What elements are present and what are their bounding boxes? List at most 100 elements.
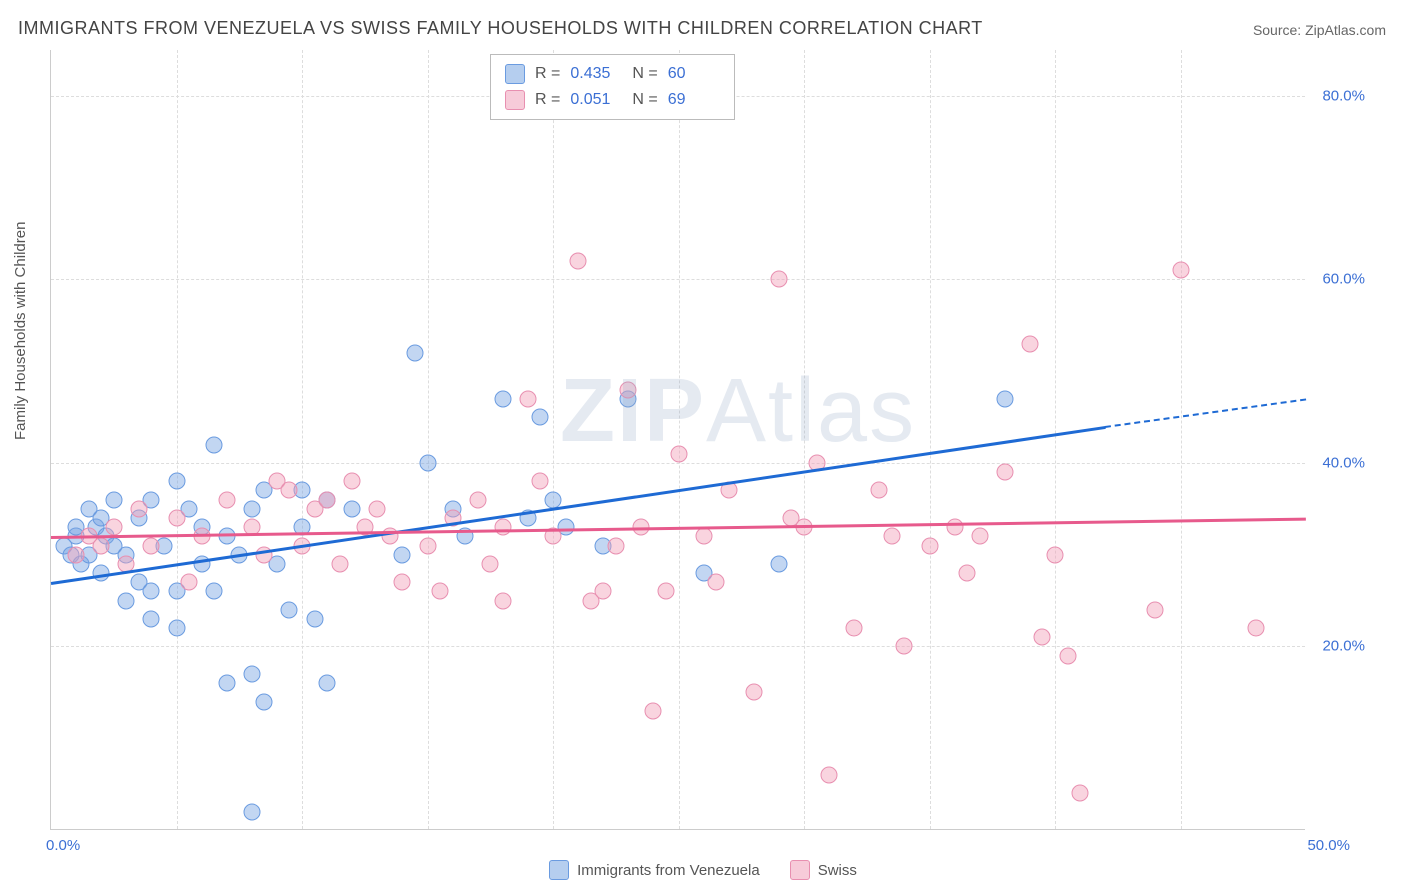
data-point: [770, 271, 787, 288]
stat-n-value: 69: [668, 91, 720, 109]
data-point: [130, 500, 147, 517]
gridline-v: [1055, 50, 1056, 829]
data-point: [105, 519, 122, 536]
data-point: [369, 500, 386, 517]
data-point: [319, 675, 336, 692]
data-point: [532, 473, 549, 490]
data-point: [281, 601, 298, 618]
plot-area: 20.0%40.0%60.0%80.0%0.0%50.0%: [50, 50, 1305, 830]
data-point: [620, 381, 637, 398]
data-point: [821, 766, 838, 783]
data-point: [168, 473, 185, 490]
data-point: [1072, 785, 1089, 802]
data-point: [331, 555, 348, 572]
legend-swatch: [790, 860, 810, 880]
stat-r-value: 0.051: [570, 91, 622, 109]
data-point: [432, 583, 449, 600]
data-point: [243, 500, 260, 517]
data-point: [105, 491, 122, 508]
data-point: [1047, 546, 1064, 563]
stats-row: R =0.435N =60: [505, 61, 720, 87]
data-point: [206, 436, 223, 453]
data-point: [1021, 335, 1038, 352]
stats-row: R =0.051N =69: [505, 87, 720, 113]
data-point: [570, 253, 587, 270]
legend-swatch: [505, 64, 525, 84]
data-point: [519, 390, 536, 407]
data-point: [996, 390, 1013, 407]
y-tick-label: 80.0%: [1322, 87, 1365, 104]
data-point: [695, 528, 712, 545]
legend-swatch: [549, 860, 569, 880]
data-point: [344, 473, 361, 490]
x-tick-label: 50.0%: [1307, 837, 1350, 854]
legend-label: Swiss: [818, 862, 857, 879]
data-point: [344, 500, 361, 517]
trend-line: [1105, 399, 1306, 429]
legend-swatch: [505, 90, 525, 110]
data-point: [118, 592, 135, 609]
data-point: [406, 344, 423, 361]
y-axis-label: Family Households with Children: [12, 222, 29, 440]
data-point: [469, 491, 486, 508]
data-point: [494, 519, 511, 536]
data-point: [645, 702, 662, 719]
data-point: [971, 528, 988, 545]
data-point: [206, 583, 223, 600]
gridline-v: [804, 50, 805, 829]
data-point: [243, 803, 260, 820]
legend-item: Swiss: [790, 860, 857, 880]
data-point: [419, 537, 436, 554]
data-point: [921, 537, 938, 554]
data-point: [770, 555, 787, 572]
data-point: [256, 693, 273, 710]
x-tick-label: 0.0%: [46, 837, 80, 854]
y-tick-label: 60.0%: [1322, 271, 1365, 288]
data-point: [394, 574, 411, 591]
data-point: [595, 583, 612, 600]
data-point: [657, 583, 674, 600]
data-point: [181, 574, 198, 591]
data-point: [745, 684, 762, 701]
stat-n-label: N =: [632, 91, 657, 109]
data-point: [545, 491, 562, 508]
legend-item: Immigrants from Venezuela: [549, 860, 760, 880]
data-point: [394, 546, 411, 563]
data-point: [670, 445, 687, 462]
data-point: [243, 666, 260, 683]
gridline-v: [302, 50, 303, 829]
bottom-legend: Immigrants from Venezuela Swiss: [0, 860, 1406, 880]
data-point: [68, 546, 85, 563]
y-tick-label: 40.0%: [1322, 454, 1365, 471]
chart-title: IMMIGRANTS FROM VENEZUELA VS SWISS FAMIL…: [18, 18, 983, 39]
stat-n-label: N =: [632, 65, 657, 83]
data-point: [494, 390, 511, 407]
data-point: [871, 482, 888, 499]
data-point: [846, 620, 863, 637]
data-point: [996, 464, 1013, 481]
data-point: [1034, 629, 1051, 646]
data-point: [281, 482, 298, 499]
gridline-v: [553, 50, 554, 829]
data-point: [168, 510, 185, 527]
source-label: Source: ZipAtlas.com: [1253, 22, 1386, 38]
data-point: [607, 537, 624, 554]
gridline-v: [1181, 50, 1182, 829]
data-point: [1147, 601, 1164, 618]
data-point: [319, 491, 336, 508]
data-point: [1247, 620, 1264, 637]
gridline-v: [177, 50, 178, 829]
gridline-v: [679, 50, 680, 829]
data-point: [93, 537, 110, 554]
data-point: [306, 610, 323, 627]
stats-legend: R =0.435N =60R = 0.051 N = 69: [490, 54, 735, 120]
data-point: [143, 610, 160, 627]
gridline-v: [428, 50, 429, 829]
data-point: [1172, 262, 1189, 279]
data-point: [532, 409, 549, 426]
data-point: [168, 620, 185, 637]
data-point: [143, 537, 160, 554]
stat-r-label: R =: [535, 65, 560, 83]
data-point: [896, 638, 913, 655]
data-point: [218, 675, 235, 692]
